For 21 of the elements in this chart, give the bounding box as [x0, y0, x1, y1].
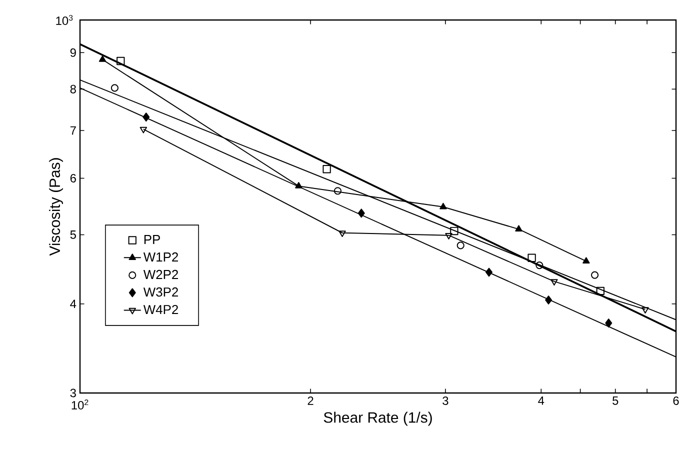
text: 10$^{2}$	[72, 399, 88, 410]
x-tick-label: 6	[673, 396, 679, 405]
legend-label: PP	[144, 235, 160, 244]
x-tick-label: 5	[612, 396, 618, 405]
x-axis-title: Shear Rate (1/s)	[324, 412, 432, 426]
y-tick-label: 6	[70, 174, 76, 182]
x-tick-label: 4	[538, 396, 544, 405]
y-tick-label: 4	[70, 300, 76, 308]
legend-label: W1P2	[143, 252, 178, 262]
y-tick-label: 3	[70, 388, 76, 398]
legend-label: W2P2	[143, 270, 178, 279]
x-tick-label: 3	[442, 396, 448, 405]
legend-label: W3P2	[143, 287, 178, 297]
y-tick-label: 5	[70, 230, 76, 239]
y-tick-label: 9	[70, 48, 76, 57]
y-axis-title: Viscosity (Pas)	[49, 158, 63, 256]
y-tick-label: 7	[70, 126, 76, 135]
x-tick-label: 2	[308, 396, 314, 405]
legend-label: W4P2	[143, 304, 178, 314]
text: 10$^{3}$	[56, 14, 73, 25]
y-tick-label: 8	[70, 84, 76, 94]
